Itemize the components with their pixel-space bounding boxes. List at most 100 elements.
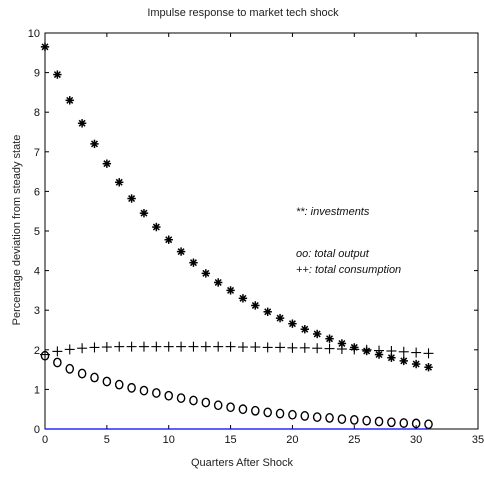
- x-tick-label: 30: [410, 434, 422, 446]
- data-point-total-output: [263, 407, 272, 418]
- data-point-investments: [251, 301, 260, 310]
- star-arm: [128, 195, 136, 203]
- data-point-total-output: [226, 402, 235, 413]
- y-axis-label: Percentage deviation from steady state: [11, 135, 23, 326]
- y-tick-label: 6: [34, 186, 40, 198]
- legend-total-output: oo: total output: [296, 248, 370, 260]
- data-point-investments: [214, 278, 223, 287]
- data-point-investments: [226, 286, 235, 295]
- star-arm: [387, 354, 395, 362]
- data-point-total-output: [77, 368, 87, 379]
- x-tick-label: 25: [348, 434, 360, 446]
- data-point-total-consumption: [188, 341, 199, 352]
- data-point-investments: [40, 42, 50, 52]
- star-arm: [202, 269, 210, 277]
- data-point-investments: [90, 139, 99, 149]
- data-point-total-consumption: [200, 341, 211, 352]
- data-point-total-output: [213, 400, 223, 411]
- data-point-total-consumption: [386, 345, 397, 356]
- star-arm: [78, 119, 86, 127]
- star-arm: [288, 320, 296, 328]
- data-point-total-consumption: [77, 343, 88, 354]
- data-point-total-consumption: [374, 345, 385, 356]
- y-tick-label: 4: [34, 266, 40, 278]
- data-point-total-consumption: [89, 342, 100, 353]
- data-point-investments: [77, 119, 87, 128]
- y-tick-label: 10: [28, 28, 40, 40]
- data-point-investments: [115, 178, 124, 187]
- data-point-total-output: [102, 376, 112, 387]
- data-point-total-output: [349, 414, 359, 425]
- y-tick-label: 0: [34, 424, 40, 436]
- star-arm: [41, 43, 49, 51]
- data-point-total-output: [201, 397, 211, 408]
- y-tick-label: 1: [34, 384, 40, 396]
- star-arm: [425, 363, 433, 371]
- data-point-total-consumption: [138, 341, 149, 352]
- data-point-total-consumption: [213, 341, 224, 352]
- star-arm: [214, 278, 222, 286]
- x-tick-label: 20: [286, 434, 298, 446]
- star-arm: [90, 140, 98, 148]
- data-point-total-output: [325, 413, 334, 423]
- star-arm: [301, 325, 309, 333]
- legend-total-consumption: ++: total consumption: [296, 264, 401, 276]
- x-tick-label: 10: [163, 434, 175, 446]
- star-arm: [177, 248, 185, 256]
- data-point-investments: [53, 70, 62, 79]
- data-point-investments: [263, 307, 272, 316]
- star-arm: [412, 360, 420, 368]
- chart-legend: **: investments oo: total output ++: tot…: [296, 206, 401, 276]
- data-point-total-consumption: [225, 341, 236, 352]
- star-arm: [400, 357, 408, 365]
- data-point-total-output: [387, 417, 396, 428]
- y-tick-label: 3: [34, 305, 40, 317]
- data-point-total-consumption: [126, 341, 137, 352]
- star-arm: [66, 96, 74, 104]
- star-arm: [115, 178, 123, 186]
- data-point-total-output: [312, 412, 322, 423]
- x-tick-label: 15: [224, 434, 236, 446]
- chart-title: Impulse response to market tech shock: [147, 7, 339, 19]
- y-tick-label: 9: [34, 68, 40, 80]
- data-point-total-output: [176, 393, 186, 404]
- data-point-total-consumption: [101, 342, 112, 353]
- x-axis-label: Quarters After Shock: [191, 457, 294, 469]
- data-point-investments: [275, 313, 285, 323]
- star-arm: [264, 308, 272, 316]
- plot-area: 0 5 10 15 20 25 30 35 0 1 2 3 4 5 6 7 8 9 10: [28, 28, 484, 446]
- data-point-total-consumption: [237, 342, 248, 353]
- data-point-total-output: [288, 409, 297, 420]
- data-point-investments: [152, 222, 161, 232]
- data-point-total-consumption: [64, 344, 75, 355]
- data-point-total-output: [337, 414, 347, 424]
- data-point-investments: [325, 334, 334, 343]
- legend-investments: **: investments: [296, 206, 370, 218]
- data-point-total-output: [399, 418, 409, 428]
- data-point-total-output: [53, 357, 62, 368]
- data-point-investments: [238, 294, 248, 303]
- data-point-total-consumption: [324, 343, 335, 354]
- data-point-total-output: [139, 385, 149, 396]
- data-point-total-output: [127, 382, 136, 393]
- data-point-total-output: [251, 405, 260, 416]
- data-point-investments: [102, 159, 112, 168]
- data-point-investments: [189, 258, 198, 267]
- star-arm: [227, 286, 235, 294]
- star-arm: [338, 339, 346, 347]
- data-point-total-consumption: [262, 342, 273, 353]
- data-point-total-consumption: [398, 346, 409, 357]
- star-arm: [326, 335, 334, 343]
- series-total-output: [40, 350, 433, 430]
- data-point-total-consumption: [163, 341, 174, 352]
- data-point-total-consumption: [40, 349, 50, 360]
- star-arm: [103, 160, 111, 168]
- data-point-total-consumption: [411, 347, 422, 358]
- data-point-total-output: [411, 418, 421, 429]
- data-point-total-output: [114, 379, 124, 390]
- data-point-investments: [176, 247, 186, 256]
- star-arm: [189, 259, 197, 267]
- star-arm: [140, 209, 148, 217]
